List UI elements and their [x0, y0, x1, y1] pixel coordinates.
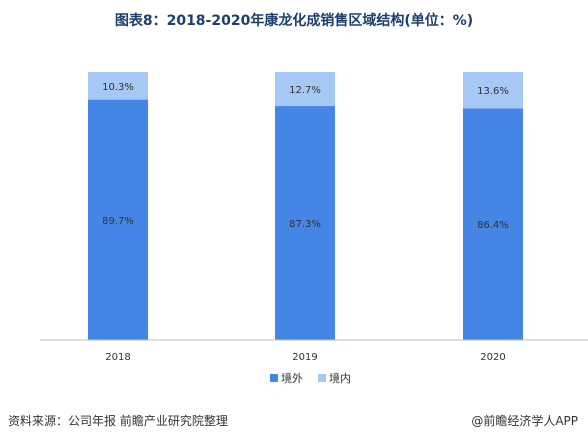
data-label-domestic-2019: 12.7% — [289, 85, 321, 96]
source-note: 资料来源：公司年报 前瞻产业研究院整理 — [8, 414, 228, 428]
legend-label-overseas: 境外 — [281, 371, 303, 385]
bar-overseas-2020 — [463, 108, 523, 340]
data-label-overseas-2019: 87.3% — [289, 219, 321, 230]
legend-swatch-domestic — [318, 374, 326, 382]
data-label-domestic-2018: 10.3% — [102, 82, 134, 93]
bar-overseas-2019 — [275, 106, 335, 340]
credit-note: @前瞻经济学人APP — [471, 414, 578, 428]
bar-domestic-2019 — [275, 72, 335, 107]
x-tick-label-2018: 2018 — [105, 352, 130, 363]
bar-domestic-2020 — [463, 72, 523, 109]
data-label-overseas-2018: 89.7% — [102, 216, 134, 227]
bar-domestic-2018 — [88, 72, 148, 100]
legend-swatch-overseas — [270, 374, 278, 382]
bar-overseas-2018 — [88, 99, 148, 340]
x-tick-label-2020: 2020 — [480, 352, 505, 363]
legend: 境外 境内 — [270, 371, 351, 385]
x-tick-labels: 2018 2019 2020 — [105, 352, 505, 363]
data-label-domestic-2020: 13.6% — [477, 86, 509, 97]
legend-label-domestic: 境内 — [329, 371, 351, 385]
bars-layer: 89.7% 10.3% 87.3% 12.7% 86.4% 13.6% — [88, 72, 523, 340]
x-tick-label-2019: 2019 — [292, 352, 317, 363]
chart-title: 图表8：2018-2020年康龙化成销售区域结构(单位：%) — [114, 13, 474, 29]
data-label-overseas-2020: 86.4% — [477, 220, 509, 231]
